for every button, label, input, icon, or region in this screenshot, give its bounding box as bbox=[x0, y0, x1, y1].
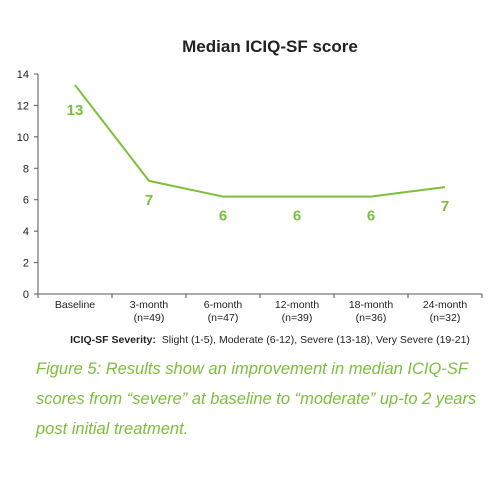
severity-label: ICIQ-SF Severity: bbox=[70, 334, 156, 345]
y-tick-label: 10 bbox=[17, 132, 29, 144]
data-label: 7 bbox=[145, 192, 153, 209]
y-tick-label: 4 bbox=[23, 226, 29, 238]
x-tick-sublabel: (n=39) bbox=[282, 312, 313, 324]
x-tick-label: Baseline bbox=[55, 299, 95, 311]
data-label: 13 bbox=[67, 102, 84, 119]
axes bbox=[37, 74, 482, 295]
y-tick-label: 8 bbox=[23, 163, 29, 175]
x-tick-label: 6-month bbox=[204, 299, 243, 311]
severity-legend: ICIQ-SF Severity: Slight (1-5), Moderate… bbox=[70, 334, 470, 345]
x-tick-label: 24-month bbox=[423, 299, 468, 311]
y-tick-label: 12 bbox=[17, 100, 29, 112]
data-label: 6 bbox=[367, 208, 375, 225]
chart: Median ICIQ-SF score 0 2 4 6 8 10 12 14 Baselin… bbox=[17, 37, 483, 345]
y-tick-label: 6 bbox=[23, 195, 29, 207]
y-axis-ticks: 0 2 4 6 8 10 12 14 bbox=[17, 69, 38, 301]
data-label: 6 bbox=[293, 208, 301, 225]
data-label: 7 bbox=[441, 198, 449, 215]
y-tick-label: 0 bbox=[23, 289, 29, 301]
x-tick-sublabel: (n=47) bbox=[208, 312, 239, 324]
data-labels: 13 7 6 6 6 7 bbox=[67, 102, 450, 225]
x-tick-sublabel: (n=32) bbox=[430, 312, 461, 324]
chart-title: Median ICIQ-SF score bbox=[182, 37, 358, 56]
series-line bbox=[74, 84, 446, 198]
x-tick-label: 12-month bbox=[275, 299, 320, 311]
series-line-group bbox=[74, 84, 446, 198]
x-tick-sublabel: (n=49) bbox=[134, 312, 165, 324]
data-label: 6 bbox=[219, 208, 227, 225]
y-tick-label: 14 bbox=[17, 69, 29, 81]
x-tick-sublabel: (n=36) bbox=[356, 312, 387, 324]
x-tick-label: 18-month bbox=[349, 299, 394, 311]
y-tick-label: 2 bbox=[23, 258, 29, 270]
severity-text: Slight (1-5), Moderate (6-12), Severe (1… bbox=[162, 334, 470, 345]
figure-caption: Figure 5: Results show an improvement in… bbox=[36, 360, 477, 438]
x-axis-ticks: Baseline 3-month(n=49) 6-month(n=47) 12-mon… bbox=[37, 294, 483, 324]
x-tick-label: 3-month bbox=[130, 299, 169, 311]
